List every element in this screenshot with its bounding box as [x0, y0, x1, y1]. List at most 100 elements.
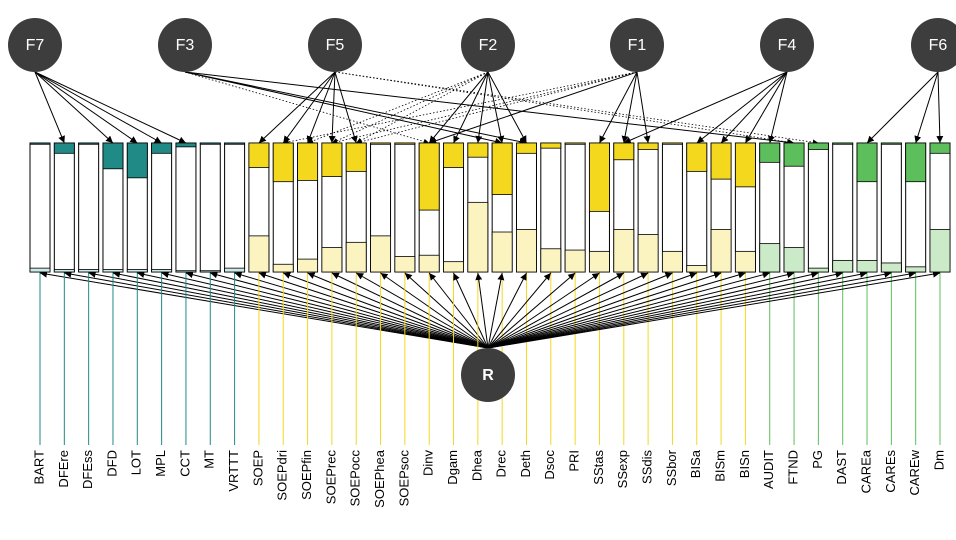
specific-variance: [199, 142, 221, 145]
general-variance: [564, 249, 586, 273]
variable-label: SOEP: [250, 450, 265, 486]
general-arrow: [487, 272, 649, 349]
factor-arrow: [331, 71, 489, 144]
variable-label: MT: [202, 450, 217, 469]
variable-label: SSexp: [615, 450, 630, 488]
variable-label: BISa: [688, 449, 703, 478]
general-variance: [637, 234, 659, 273]
factor-arrow: [356, 71, 489, 144]
factor-arrow: [914, 71, 939, 144]
variable-label: SOEPdri: [275, 450, 290, 501]
specific-variance: [345, 142, 367, 172]
specific-variance: [735, 142, 756, 188]
general-arrow: [258, 271, 489, 349]
variable-box: [53, 142, 75, 273]
variable-box: [394, 142, 416, 273]
general-variance: [102, 269, 124, 273]
specific-variance: [175, 142, 197, 148]
variable-label: Dgam: [445, 450, 460, 485]
factor-arrow: [621, 71, 638, 144]
variable-label: BISn: [737, 450, 752, 478]
specific-variance: [151, 142, 173, 154]
specific-variance: [443, 142, 464, 168]
specific-variance: [29, 142, 51, 145]
variable-label: SOEPsoc: [396, 450, 411, 507]
general-arrow: [487, 270, 916, 349]
factor-arrow: [720, 71, 788, 144]
general-variance: [345, 241, 367, 273]
variable-box: [832, 142, 854, 273]
general-variance: [467, 201, 489, 273]
variable-label: SSdis: [640, 450, 655, 484]
general-variance: [370, 235, 391, 273]
variable-label: CAREs: [883, 450, 898, 493]
factor-arrow: [283, 71, 638, 145]
general-arrow: [487, 271, 819, 349]
general-arrow: [487, 271, 843, 349]
factor-arrow: [334, 71, 795, 145]
factor-arrow: [184, 71, 527, 146]
general-variance: [53, 269, 75, 273]
general-arrow: [112, 270, 489, 349]
general-variance: [589, 250, 610, 273]
general-arrow: [64, 270, 489, 349]
general-variance: [686, 265, 708, 273]
factor-arrow: [34, 71, 187, 144]
general-arrow: [39, 270, 489, 349]
factor-arrow: [184, 71, 430, 145]
factor-label: F4: [778, 37, 797, 54]
specific-variance: [686, 142, 708, 172]
factor-arrow: [331, 71, 638, 145]
factor-arrow: [429, 71, 638, 145]
variable-label: CAREa: [858, 449, 873, 493]
specific-variance: [394, 142, 416, 145]
variable-label: DFD: [104, 450, 119, 477]
factor-arrow: [767, 71, 788, 144]
specific-variance: [467, 142, 489, 158]
general-arrow: [487, 270, 868, 349]
general-variance: [613, 229, 635, 273]
general-variance: [807, 267, 829, 273]
factor-label: F7: [26, 37, 45, 54]
factor-arrow: [34, 71, 114, 144]
variable-label: CAREw: [907, 449, 922, 495]
factor-arrow: [34, 71, 65, 144]
factor-arrow: [184, 71, 503, 145]
variable-label: SOEPfin: [299, 450, 314, 500]
general-arrow: [88, 270, 489, 349]
variable-box: [224, 142, 246, 273]
variable-label: Dinv: [421, 450, 436, 477]
general-arrow: [487, 271, 722, 349]
general-arrow: [355, 272, 489, 349]
variable-box: [29, 142, 51, 273]
specific-variance: [540, 142, 562, 149]
variable-label: DFEss: [80, 450, 95, 490]
general-variance: [224, 267, 245, 273]
factor-arrow: [184, 71, 795, 146]
specific-variance: [662, 142, 683, 145]
factor-arrow: [334, 71, 358, 144]
general-arrow: [234, 271, 489, 349]
general-arrow: [487, 272, 673, 349]
specific-variance: [589, 142, 610, 212]
general-variance: [880, 262, 902, 273]
specific-variance: [856, 142, 878, 183]
factor-node: [158, 18, 212, 72]
specific-variance: [783, 142, 805, 167]
factor-arrow: [599, 71, 638, 144]
specific-variance: [224, 142, 245, 145]
variable-label: SOEPhea: [372, 449, 387, 508]
factor-arrow: [428, 71, 489, 144]
general-variance: [78, 269, 100, 273]
general-arrow: [185, 271, 489, 349]
general-arrow: [487, 272, 625, 349]
specific-variance: [102, 142, 124, 170]
general-arrow: [210, 271, 489, 349]
factor-arrow: [936, 71, 944, 144]
variable-label: CCT: [177, 450, 192, 477]
general-arrow: [487, 272, 697, 349]
general-arrow: [475, 272, 489, 349]
factor-node: [8, 18, 62, 72]
variable-label: DFEre: [56, 450, 71, 488]
